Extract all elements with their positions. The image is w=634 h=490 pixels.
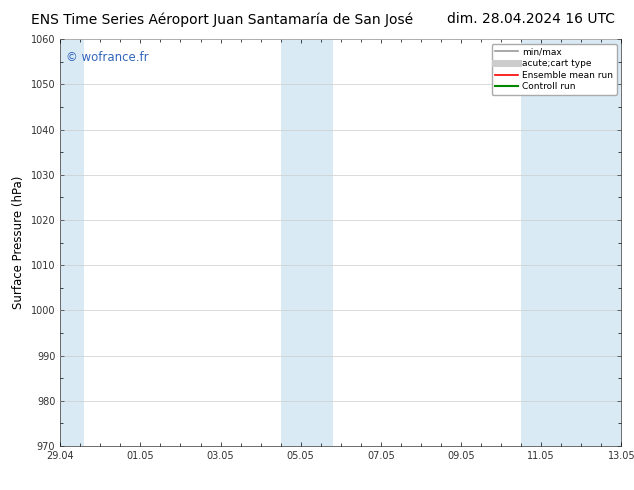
- Bar: [60, 39, 84, 446]
- Legend: min/max, acute;cart type, Ensemble mean run, Controll run: min/max, acute;cart type, Ensemble mean …: [491, 44, 617, 95]
- Bar: [281, 39, 333, 446]
- Text: © wofrance.fr: © wofrance.fr: [66, 51, 148, 64]
- Text: dim. 28.04.2024 16 UTC: dim. 28.04.2024 16 UTC: [447, 12, 615, 26]
- Y-axis label: Surface Pressure (hPa): Surface Pressure (hPa): [12, 176, 25, 309]
- Bar: [521, 39, 621, 446]
- Text: ENS Time Series Aéroport Juan Santamaría de San José: ENS Time Series Aéroport Juan Santamaría…: [31, 12, 413, 27]
